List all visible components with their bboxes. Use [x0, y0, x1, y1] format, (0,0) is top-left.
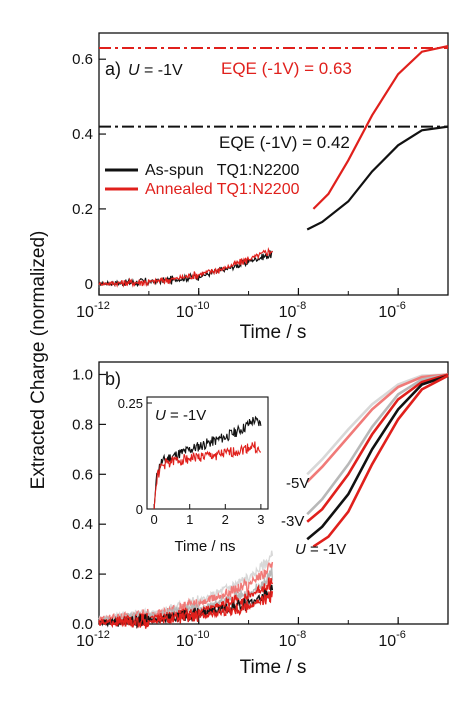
inset-xtick-label: 1 — [186, 512, 193, 527]
panel-a-ytick-label: 0.2 — [72, 201, 93, 218]
inset-ticks: 0 1 2 3 0 0.25 — [118, 396, 265, 527]
legend-label-annealed: Annealed TQ1:N2200 — [145, 181, 300, 198]
panel-a-ytick-label: 0.6 — [72, 51, 93, 68]
panel-a-condition: U = -1V — [128, 62, 183, 79]
panel-b-xtick-label: 10-10 — [176, 629, 210, 650]
inset-condition-text: = -1V — [166, 407, 206, 424]
b-series-5-early — [98, 590, 274, 629]
legend: As-spun TQ1:N2200 Annealed TQ1:N2200 — [105, 162, 300, 198]
inset-xtick-label: 2 — [222, 512, 229, 527]
b-series-3-early — [98, 577, 274, 628]
panel-b-x-axis-label: Time / s — [240, 657, 307, 678]
panel-a: 10-12 10-10 10-8 10-600.20.40.6 a) U = -1V … — [72, 32, 449, 343]
inset-ytick-label: 0 — [136, 502, 143, 517]
panel-a-xtick-label: 10-6 — [378, 300, 406, 321]
inset-chart: 0 1 2 3 0 0.25 U = -1V Time / ns — [118, 396, 269, 555]
panel-a-xtick-exp: -12 — [94, 300, 110, 312]
b-series-1-late — [306, 373, 449, 483]
panel-b-series — [98, 373, 449, 629]
b-series-4-late — [306, 374, 449, 541]
annotation-eq: = — [306, 541, 323, 558]
panel-a-xtick-exp: -10 — [194, 300, 210, 312]
panel-a-ytick-label: 0 — [85, 276, 93, 293]
inset-series-1 — [153, 441, 262, 510]
panel-a-x-axis-label: Time / s — [240, 322, 307, 343]
eqe-black-label: EQE (-1V) = 0.42 — [219, 133, 350, 152]
annotation-minus-1v-value: -1V — [323, 541, 346, 558]
panel-b-xtick-label: 10-8 — [279, 629, 307, 650]
series-0-late — [306, 125, 449, 231]
panel-b-xtick-exp: -10 — [194, 629, 210, 641]
b-series-5-late — [312, 374, 449, 548]
inset-condition: U = -1V — [155, 407, 206, 424]
panel-b-ytick-label: 0.2 — [72, 566, 93, 583]
panel-b-ytick-label: 0.6 — [72, 466, 93, 483]
panel-b-xtick-exp: -8 — [296, 629, 306, 641]
panel-b-xtick-exp: -12 — [94, 629, 110, 641]
inset-condition-symbol: U — [155, 407, 166, 424]
legend-label-as-spun: As-spun TQ1:N2200 — [145, 162, 300, 179]
panel-a-condition-symbol: U — [128, 62, 140, 79]
series-1-early — [98, 247, 273, 288]
inset-xtick-label: 0 — [151, 512, 158, 527]
panel-b-label: b) — [105, 369, 121, 389]
eqe-red-label: EQE (-1V) = 0.63 — [221, 59, 352, 78]
b-series-3-late — [306, 373, 449, 523]
panel-b-frame — [98, 361, 449, 625]
panel-b-ytick-label: 0.0 — [72, 616, 93, 633]
panel-a-condition-text: = -1V — [140, 62, 183, 79]
b-series-2-late — [306, 373, 449, 516]
panel-b-xtick-exp: -6 — [396, 629, 406, 641]
annotation-minus-3v: -3V — [281, 513, 304, 530]
panel-a-xtick-label: 10-8 — [279, 300, 307, 321]
panel-b-ytick-label: 1.0 — [72, 366, 93, 383]
panel-b-ytick-label: 0.8 — [72, 416, 93, 433]
b-series-4-early — [98, 584, 274, 629]
panel-a-ytick-label: 0.4 — [72, 126, 93, 143]
panel-a-series — [98, 45, 449, 288]
inset-x-axis-label: Time / ns — [174, 538, 235, 555]
panel-a-xtick-label: 10-12 — [76, 300, 110, 321]
inset-ytick-label: 0.25 — [118, 396, 143, 411]
annotation-u-symbol: U — [295, 541, 306, 558]
panel-a-xtick-exp: -6 — [396, 300, 406, 312]
panel-a-xtick-label: 10-10 — [176, 300, 210, 321]
annotation-minus-5v: -5V — [286, 475, 309, 492]
annotation-minus-1v: U = -1V — [295, 541, 346, 558]
panel-b: 10-12 10-10 10-8 10-60.00.20.40.60.81.0 b) … — [72, 361, 449, 678]
y-axis-label: Extracted Charge (normalized) — [28, 231, 49, 490]
panel-a-frame — [98, 32, 449, 296]
inset-series — [153, 415, 262, 510]
panel-b-xtick-label: 10-6 — [378, 629, 406, 650]
panel-a-xtick-exp: -8 — [296, 300, 306, 312]
panel-a-label: a) — [105, 59, 121, 79]
series-1-late — [312, 45, 449, 210]
panel-b-ytick-label: 0.4 — [72, 516, 93, 533]
inset-xtick-label: 3 — [257, 512, 264, 527]
